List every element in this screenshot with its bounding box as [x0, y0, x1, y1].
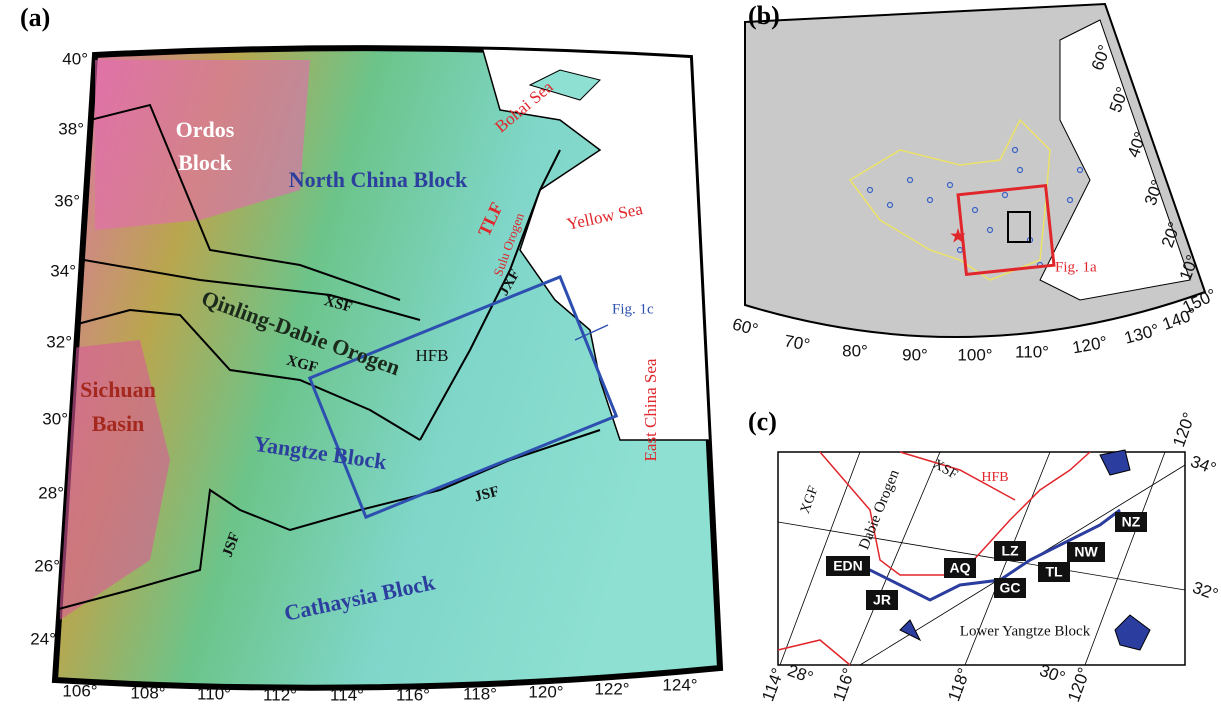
lon-tick: 100° [957, 345, 992, 364]
sea-label: East China Sea [641, 358, 660, 461]
lon-tick: 122° [594, 679, 629, 698]
region-label: North China Block [289, 167, 468, 192]
top-tick: 120° [1169, 410, 1199, 450]
lon-tick: 124° [662, 675, 697, 694]
station-label: TL [1045, 564, 1063, 580]
lat-tick: 32° [46, 332, 72, 351]
station-label: JR [873, 592, 891, 608]
region-label: Block [178, 150, 233, 175]
lon-tick: 120° [528, 682, 563, 701]
station-label: NW [1074, 544, 1098, 560]
lat-tick: 40° [62, 49, 88, 68]
lat-tick: 26° [34, 556, 60, 575]
lon-tick: 110° [1015, 342, 1049, 361]
inset-ref: Fig. 1c [612, 301, 654, 317]
panel-a: (a) 40° 38° 36° 34° 32° 30° 28° 26° 24° … [20, 3, 730, 704]
panel-c: (c) XGF Dabie Orogen XSF HFB Lower Yangt… [748, 407, 1221, 704]
lon-tick: 118° [463, 684, 497, 703]
lon-tick: 116° [829, 665, 858, 703]
region-label: Basin [92, 411, 145, 436]
station-label: AQ [950, 560, 971, 576]
lat-tick: 36° [54, 191, 80, 210]
panel-label: (c) [748, 407, 777, 436]
map-label: HFB [981, 470, 1008, 485]
star: ★ [949, 226, 967, 248]
lon-tick: 90° [902, 345, 928, 364]
lon-tick: 114° [758, 665, 787, 703]
lat-tick: 30° [42, 409, 68, 428]
inset-ref: Fig. 1a [1055, 259, 1097, 275]
region-label: Ordos [176, 117, 235, 142]
lon-tick: 130° [1122, 320, 1161, 347]
lon-tick: 114° [330, 685, 364, 704]
lon-tick: 70° [783, 331, 812, 354]
lat-tick: 24° [30, 629, 56, 648]
station-label: GC [1000, 580, 1021, 596]
figure: (a) 40° 38° 36° 34° 32° 30° 28° 26° 24° … [0, 0, 1221, 704]
lat-tick: 34° [1188, 452, 1219, 479]
lon-tick: 60° [730, 315, 760, 340]
panel-b: ★ (b) 60° 70° 80° 90° 100° 110° 120° 130… [730, 1, 1219, 365]
lon-tick: 108° [130, 683, 165, 702]
lon-tick: 120° [1071, 333, 1109, 358]
region-label: Sichuan [80, 377, 156, 402]
station-label: EDN [833, 558, 863, 574]
lon-tick: 80° [842, 341, 868, 360]
lat-tick: 34° [50, 261, 76, 280]
lat-tick: 32° [1190, 578, 1221, 605]
lon-tick: 112° [263, 685, 297, 704]
station-label: NZ [1122, 514, 1141, 530]
lon-tick: 106° [62, 681, 97, 700]
lon-tick: 110° [197, 684, 231, 703]
panel-label: (a) [20, 3, 50, 32]
map-label: Lower Yangtze Block [960, 623, 1091, 639]
station-label: LZ [1001, 543, 1019, 559]
lat-tick: 28° [38, 483, 64, 502]
lon-tick: 120° [1064, 665, 1094, 704]
lat-tick: 38° [58, 119, 84, 138]
lon-tick: 116° [396, 685, 430, 704]
fault-label: HFB [415, 346, 448, 365]
lon-tick: 118° [944, 665, 973, 703]
panel-label: (b) [748, 1, 780, 30]
